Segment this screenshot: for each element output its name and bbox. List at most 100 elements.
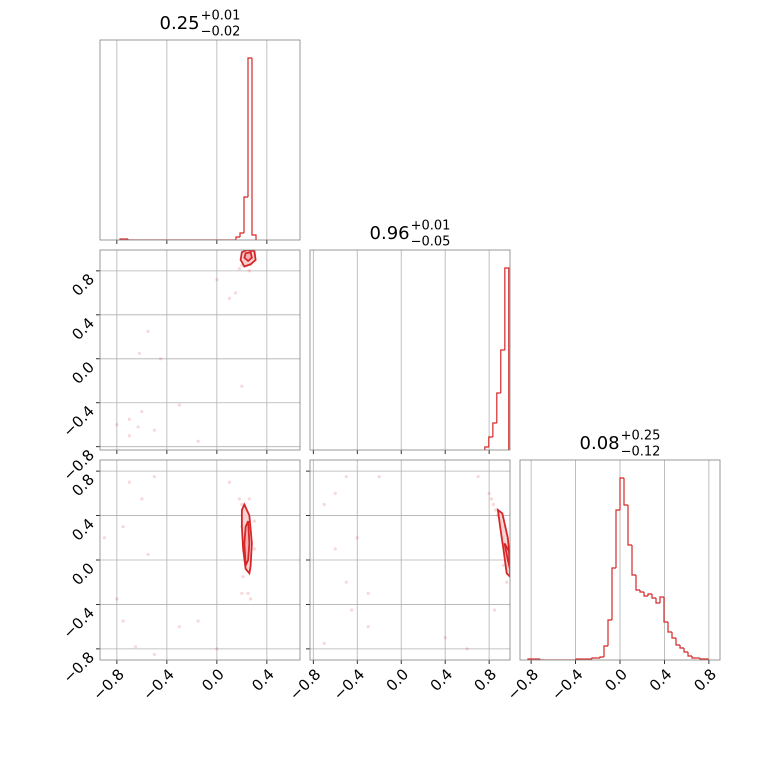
x-tick-label: 0.4 [427, 665, 457, 695]
contour [243, 251, 253, 263]
hist-step [235, 236, 240, 240]
sample-point [252, 519, 256, 523]
sample-point [366, 591, 370, 595]
sample-point [247, 497, 251, 501]
x-tick-label: −0.4 [330, 665, 368, 703]
sample-point [333, 491, 337, 495]
sample-point [215, 278, 219, 282]
hist-step [484, 446, 489, 450]
hist-step [615, 509, 620, 568]
sample-point [505, 580, 509, 584]
hist-step [679, 645, 684, 649]
sample-point [152, 428, 156, 432]
hist-step [247, 57, 252, 197]
hist-step [611, 567, 616, 620]
sample-point [227, 296, 231, 300]
hist-step [655, 598, 660, 604]
sample-point [134, 645, 138, 649]
contour [243, 520, 251, 566]
panel [116, 40, 268, 240]
panel [312, 250, 510, 450]
sample-point [121, 619, 125, 623]
hist-step [627, 505, 632, 546]
panel [100, 460, 300, 660]
sample-point [344, 475, 348, 479]
sample-point [240, 502, 244, 507]
sample-point [350, 608, 354, 612]
hist-step [623, 478, 628, 506]
y-tick-label: 0.0 [68, 559, 98, 589]
hist-step [663, 597, 668, 623]
hist-step [659, 596, 664, 603]
x-tick-label: 0.8 [690, 665, 720, 695]
hist-step [500, 349, 505, 393]
sample-point [344, 580, 348, 584]
sample-point [366, 625, 370, 629]
sample-point [333, 547, 337, 551]
x-tick-label: 0.0 [383, 665, 413, 695]
sample-point [177, 403, 181, 407]
hist-step [691, 656, 696, 659]
sample-point [127, 480, 131, 484]
title-lower: −0.05 [411, 235, 451, 250]
sample-point [227, 480, 231, 484]
sample-point [241, 575, 245, 579]
x-tick-label: 0.0 [198, 665, 228, 695]
title-upper: +0.25 [621, 429, 661, 444]
sample-point [152, 475, 156, 479]
sample-point [102, 536, 106, 540]
sample-point [115, 597, 119, 601]
hist-step [651, 594, 656, 599]
hist-step [607, 619, 612, 646]
panel-frame [99, 249, 301, 451]
sample-point [493, 608, 497, 612]
sample-point [491, 502, 496, 507]
hist-step [591, 657, 596, 659]
hist-step [492, 422, 497, 437]
hist-step [683, 648, 688, 653]
x-tick-label: 0.4 [646, 665, 676, 695]
sample-point [196, 619, 200, 623]
sample-point [476, 475, 480, 479]
sample-point [487, 491, 491, 495]
hist-step [127, 239, 132, 240]
x-tick-label: −0.8 [286, 665, 324, 703]
sample-point [252, 547, 256, 551]
panel-frame [519, 459, 721, 661]
panel-frame [99, 459, 301, 661]
title-upper: +0.01 [201, 9, 241, 24]
sample-point [127, 417, 131, 421]
sample-point [159, 357, 163, 361]
title-lower: −0.12 [621, 445, 661, 460]
x-tick-label: −0.4 [139, 665, 177, 703]
panel-frame [309, 249, 511, 451]
hist-step [699, 658, 704, 660]
sample-point [140, 497, 144, 501]
sample-point [146, 329, 150, 333]
sample-point [146, 552, 150, 557]
y-tick-label: 0.4 [68, 515, 98, 545]
sample-point [494, 508, 498, 512]
x-tick-label: 0.8 [471, 665, 501, 695]
sample-point [152, 652, 156, 657]
panel-title: 0.96 [370, 223, 410, 244]
panel [310, 460, 510, 660]
x-tick-label: −0.8 [89, 665, 127, 703]
sample-point [240, 384, 244, 388]
sample-point [377, 475, 381, 479]
hist-step [504, 267, 510, 450]
sample-point [140, 409, 144, 414]
sample-point [489, 497, 493, 501]
hist-step [639, 590, 644, 593]
sample-point [465, 647, 469, 651]
panel-title: 0.25 [160, 13, 200, 34]
sample-point [234, 291, 238, 295]
hist-step [643, 592, 648, 597]
sample-point [137, 351, 141, 355]
hist-step [667, 622, 672, 633]
x-tick-label: 0.4 [248, 665, 278, 695]
hist-step [647, 593, 652, 596]
sample-point [240, 591, 244, 595]
x-tick-label: −0.8 [504, 665, 542, 703]
sample-point [355, 536, 359, 540]
